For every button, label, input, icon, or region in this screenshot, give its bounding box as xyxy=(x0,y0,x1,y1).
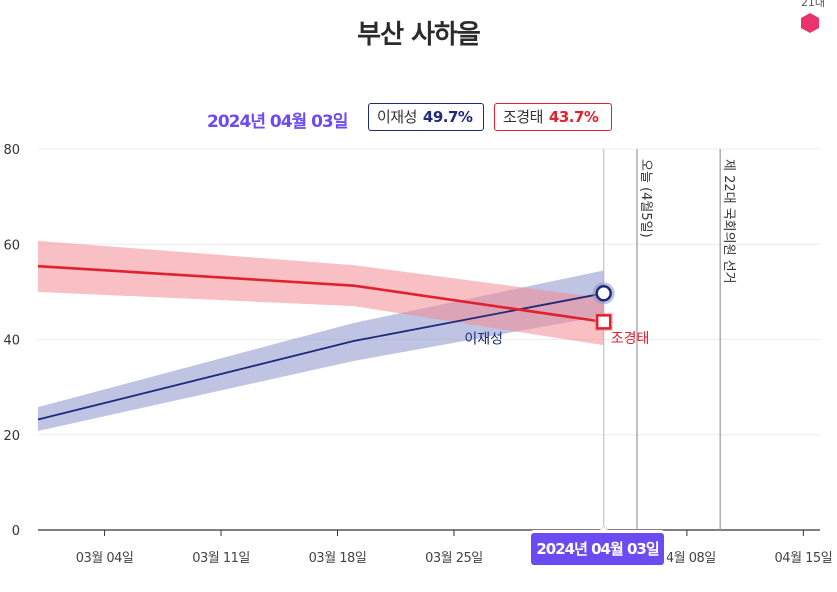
hexagon-icon xyxy=(801,13,819,33)
y-tick-label: 0 xyxy=(12,524,20,539)
y-tick-label: 60 xyxy=(3,238,20,253)
legend-item-value: 43.7% xyxy=(548,108,599,126)
event-label: 제 22대 국회의원 선거 xyxy=(721,159,736,284)
data-point xyxy=(595,314,612,330)
series-label: 조경태 xyxy=(611,331,650,347)
x-tick-label: 04월 15일 xyxy=(775,551,833,566)
data-point xyxy=(595,285,612,302)
x-tick-label: 04월 08일 xyxy=(658,551,716,566)
event-label: 오늘 (4월5일) xyxy=(638,159,653,238)
x-tick-label: 03월 04일 xyxy=(76,551,134,566)
series-label: 이재성 xyxy=(464,331,503,347)
legend-item-name: 이재성 xyxy=(377,108,417,126)
x-tick-label: 03월 11일 xyxy=(192,551,250,566)
legend-item-name: 조경태 xyxy=(503,108,543,126)
chart-title: 부산 사하을 xyxy=(357,20,481,50)
confidence-band xyxy=(38,240,604,346)
legend-date: 2024년 04월 03일 xyxy=(207,112,348,132)
legend: 2024년 04월 03일 이재성 49.7% 조경태 43.7% xyxy=(0,103,837,133)
legend-item-value: 49.7% xyxy=(422,108,473,126)
y-tick-label: 40 xyxy=(3,334,20,349)
x-tick-label: 03월 18일 xyxy=(309,551,367,566)
hover-date-badge: 2024년 04월 03일 xyxy=(531,533,664,565)
y-tick-label: 20 xyxy=(3,429,20,444)
x-tick-label: 03월 25일 xyxy=(425,551,483,566)
legend-item-candidate-1[interactable]: 이재성 49.7% xyxy=(368,103,484,131)
party-label: 21대 xyxy=(800,0,826,9)
hexagon-shape xyxy=(801,13,819,33)
legend-item-candidate-2[interactable]: 조경태 43.7% xyxy=(494,103,612,131)
y-tick-label: 80 xyxy=(3,143,20,158)
series-line xyxy=(37,264,604,324)
